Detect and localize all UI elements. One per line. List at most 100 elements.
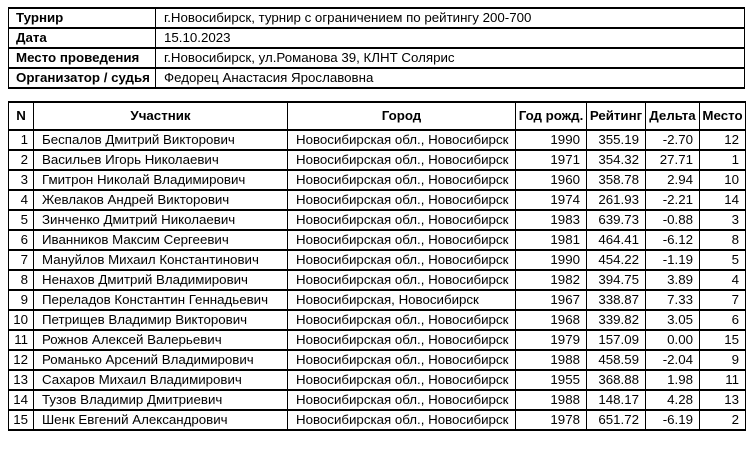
- cell-number: 9: [8, 289, 34, 311]
- cell-birth-year: 1955: [515, 369, 587, 391]
- cell-number: 12: [8, 349, 34, 371]
- table-row: 5 Зинченко Дмитрий Николаевич Новосибирска…: [8, 209, 746, 231]
- cell-city: Новосибирская обл., Новосибирск: [287, 169, 516, 191]
- cell-delta: -6.12: [645, 229, 700, 251]
- cell-birth-year: 1960: [515, 169, 587, 191]
- cell-place: 10: [699, 169, 746, 191]
- info-value: 15.10.2023: [155, 27, 745, 49]
- cell-participant: Ненахов Дмитрий Владимирович: [33, 269, 288, 291]
- cell-participant: Тузов Владимир Дмитриевич: [33, 389, 288, 411]
- cell-rating: 358.78: [586, 169, 646, 191]
- results-header-row: N Участник Город Год рожд. Рейтинг Дельта Мест…: [8, 101, 746, 131]
- cell-place: 14: [699, 189, 746, 211]
- cell-city: Новосибирская обл., Новосибирск: [287, 369, 516, 391]
- cell-place: 2: [699, 409, 746, 431]
- cell-place: 9: [699, 349, 746, 371]
- cell-city: Новосибирская обл., Новосибирск: [287, 229, 516, 251]
- cell-place: 11: [699, 369, 746, 391]
- results-header-col-place: Место: [699, 101, 746, 131]
- cell-number: 13: [8, 369, 34, 391]
- info-label: Турнир: [8, 7, 156, 29]
- cell-birth-year: 1978: [515, 409, 587, 431]
- cell-birth-year: 1988: [515, 389, 587, 411]
- cell-city: Новосибирская обл., Новосибирск: [287, 189, 516, 211]
- info-value: Федорец Анастасия Ярославовна: [155, 67, 745, 89]
- results-header-col-birth-year: Год рожд.: [515, 101, 587, 131]
- info-value: г.Новосибирск, ул.Романова 39, КЛНТ Соля…: [155, 47, 745, 69]
- cell-rating: 454.22: [586, 249, 646, 271]
- table-row: 10 Петрищев Владимир Викторович Новосибирс…: [8, 309, 746, 331]
- cell-rating: 651.72: [586, 409, 646, 431]
- cell-city: Новосибирская обл., Новосибирск: [287, 129, 516, 151]
- cell-participant: Беспалов Дмитрий Викторович: [33, 129, 288, 151]
- table-row: 2 Васильев Игорь Николаевич Новосибирская …: [8, 149, 746, 171]
- cell-rating: 458.59: [586, 349, 646, 371]
- cell-participant: Гмитрон Николай Владимирович: [33, 169, 288, 191]
- cell-number: 7: [8, 249, 34, 271]
- cell-delta: -6.19: [645, 409, 700, 431]
- cell-delta: -2.21: [645, 189, 700, 211]
- cell-place: 4: [699, 269, 746, 291]
- cell-number: 5: [8, 209, 34, 231]
- cell-rating: 394.75: [586, 269, 646, 291]
- cell-number: 10: [8, 309, 34, 331]
- cell-number: 15: [8, 409, 34, 431]
- cell-delta: 3.89: [645, 269, 700, 291]
- cell-birth-year: 1988: [515, 349, 587, 371]
- cell-rating: 148.17: [586, 389, 646, 411]
- cell-rating: 338.87: [586, 289, 646, 311]
- cell-rating: 157.09: [586, 329, 646, 351]
- results-header-col-number: N: [8, 101, 34, 131]
- table-row: 15 Шенк Евгений Александрович Новосибирска…: [8, 409, 746, 431]
- results-table: N Участник Город Год рожд. Рейтинг Дельта Мест…: [8, 101, 746, 431]
- results-header-col-participant: Участник: [33, 101, 288, 131]
- results-table-body: 1 Беспалов Дмитрий Викторович Новосибирска…: [8, 129, 746, 431]
- cell-place: 15: [699, 329, 746, 351]
- cell-place: 1: [699, 149, 746, 171]
- results-header-col-delta: Дельта: [645, 101, 700, 131]
- cell-birth-year: 1979: [515, 329, 587, 351]
- table-row: 11 Рожнов Алексей Валерьевич Новосибирская…: [8, 329, 746, 351]
- cell-rating: 355.19: [586, 129, 646, 151]
- info-label: Место проведения: [8, 47, 156, 69]
- cell-rating: 464.41: [586, 229, 646, 251]
- cell-participant: Жевлаков Андрей Викторович: [33, 189, 288, 211]
- cell-city: Новосибирская обл., Новосибирск: [287, 389, 516, 411]
- cell-city: Новосибирская обл., Новосибирск: [287, 269, 516, 291]
- cell-city: Новосибирская обл., Новосибирск: [287, 349, 516, 371]
- cell-delta: 27.71: [645, 149, 700, 171]
- tournament-info-body: Турнир г.Новосибирск, турнир с ограничени…: [8, 7, 745, 89]
- info-row: Место проведения г.Новосибирск, ул.Романо…: [8, 47, 745, 69]
- cell-number: 14: [8, 389, 34, 411]
- cell-rating: 639.73: [586, 209, 646, 231]
- cell-delta: 4.28: [645, 389, 700, 411]
- results-header-col-city: Город: [287, 101, 516, 131]
- table-row: 7 Мануйлов Михаил Константинович Новосибир…: [8, 249, 746, 271]
- cell-participant: Иванников Максим Сергеевич: [33, 229, 288, 251]
- cell-participant: Романько Арсений Владимирович: [33, 349, 288, 371]
- cell-number: 8: [8, 269, 34, 291]
- cell-place: 12: [699, 129, 746, 151]
- cell-participant: Мануйлов Михаил Константинович: [33, 249, 288, 271]
- cell-birth-year: 1974: [515, 189, 587, 211]
- cell-rating: 368.88: [586, 369, 646, 391]
- cell-city: Новосибирская обл., Новосибирск: [287, 209, 516, 231]
- cell-birth-year: 1982: [515, 269, 587, 291]
- cell-birth-year: 1983: [515, 209, 587, 231]
- cell-place: 13: [699, 389, 746, 411]
- cell-rating: 261.93: [586, 189, 646, 211]
- cell-delta: -1.19: [645, 249, 700, 271]
- cell-place: 6: [699, 309, 746, 331]
- cell-place: 7: [699, 289, 746, 311]
- info-label: Организатор / судья: [8, 67, 156, 89]
- cell-participant: Петрищев Владимир Викторович: [33, 309, 288, 331]
- cell-number: 6: [8, 229, 34, 251]
- cell-number: 2: [8, 149, 34, 171]
- table-row: 12 Романько Арсений Владимирович Новосибир…: [8, 349, 746, 371]
- table-row: 3 Гмитрон Николай Владимирович Новосибирск…: [8, 169, 746, 191]
- cell-birth-year: 1981: [515, 229, 587, 251]
- table-row: 6 Иванников Максим Сергеевич Новосибирская…: [8, 229, 746, 251]
- cell-delta: 1.98: [645, 369, 700, 391]
- cell-place: 3: [699, 209, 746, 231]
